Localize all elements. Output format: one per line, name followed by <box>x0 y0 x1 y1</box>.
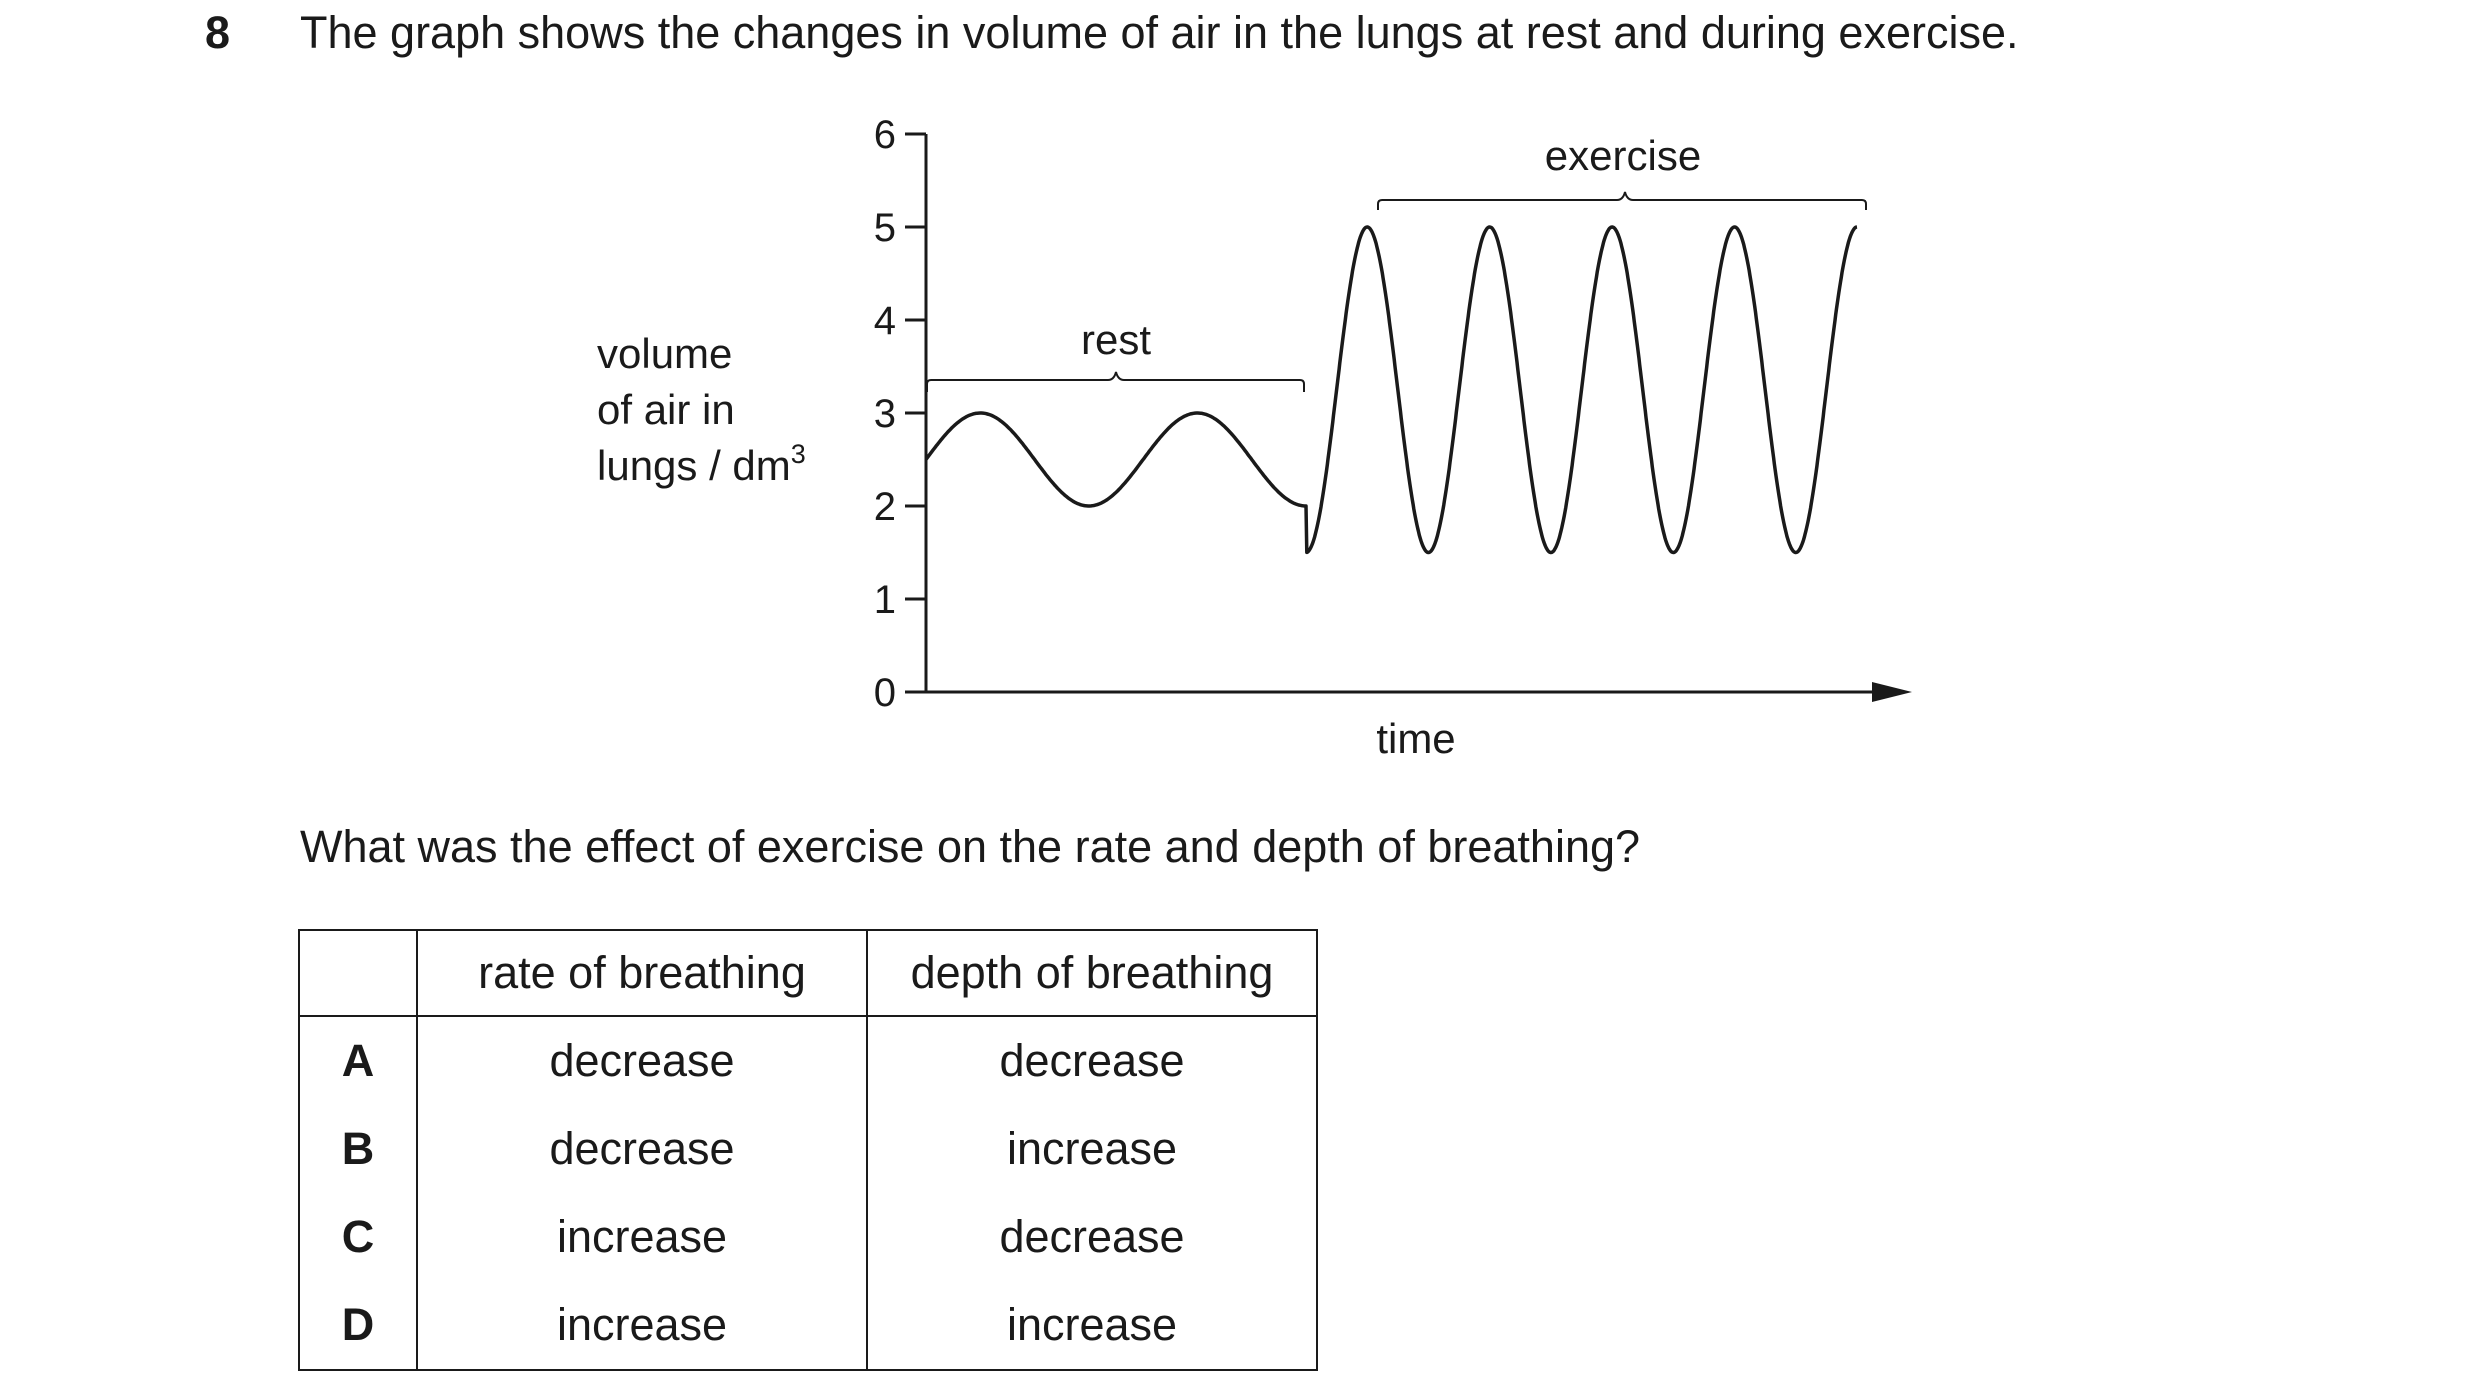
y-tick-label: 3 <box>874 392 896 436</box>
exercise-brace <box>1377 191 1867 210</box>
y-axis-label-line-2: of air in <box>597 386 735 433</box>
option-key: B <box>298 1105 418 1193</box>
y-axis-label-superscript: 3 <box>791 439 806 469</box>
y-tick-label: 0 <box>874 671 896 715</box>
rest-brace <box>926 371 1305 392</box>
option-rate: decrease <box>416 1016 868 1105</box>
question-number: 8 <box>205 7 231 58</box>
question-prompt: What was the effect of exercise on the r… <box>300 821 1641 872</box>
y-axis-label-unit: lungs / dm <box>597 442 791 489</box>
header-rate: rate of breathing <box>416 929 868 1017</box>
y-axis-label-line-1: volume <box>597 330 732 377</box>
option-depth: increase <box>866 1105 1318 1193</box>
option-row-d: D increase increase <box>298 1281 1318 1371</box>
y-tick-label: 1 <box>874 578 896 622</box>
answer-options-table: rate of breathing depth of breathing A d… <box>298 929 1318 1371</box>
option-depth: decrease <box>866 1193 1318 1281</box>
header-depth: depth of breathing <box>866 929 1318 1017</box>
table-header-row: rate of breathing depth of breathing <box>298 929 1318 1017</box>
option-rate: decrease <box>416 1105 868 1193</box>
y-tick-label: 2 <box>874 485 896 529</box>
lung-volume-curve <box>924 225 1858 555</box>
option-rate: increase <box>416 1281 868 1371</box>
y-axis-label: volume of air in lungs / dm3 <box>597 330 806 489</box>
option-depth: increase <box>866 1281 1318 1371</box>
y-tick-label: 6 <box>874 113 896 157</box>
y-axis-label-line-3: lungs / dm3 <box>597 439 806 489</box>
header-key <box>298 929 418 1017</box>
option-row-a: A decrease decrease <box>298 1016 1318 1105</box>
y-tick-label: 4 <box>874 299 896 343</box>
x-axis-label: time <box>1376 715 1455 762</box>
y-tick-label: 5 <box>874 206 896 250</box>
x-axis-arrowhead <box>1872 682 1912 702</box>
option-key: A <box>298 1016 418 1105</box>
question-stem: The graph shows the changes in volume of… <box>300 7 2019 58</box>
option-key: D <box>298 1281 418 1371</box>
option-depth: decrease <box>866 1016 1318 1105</box>
option-key: C <box>298 1193 418 1281</box>
option-rate: increase <box>416 1193 868 1281</box>
y-axis-ticks: 0 1 2 3 4 5 6 <box>874 113 926 715</box>
option-row-b: B decrease increase <box>298 1105 1318 1193</box>
exercise-label: exercise <box>1545 132 1701 179</box>
option-row-c: C increase decrease <box>298 1193 1318 1281</box>
rest-label: rest <box>1081 316 1151 363</box>
